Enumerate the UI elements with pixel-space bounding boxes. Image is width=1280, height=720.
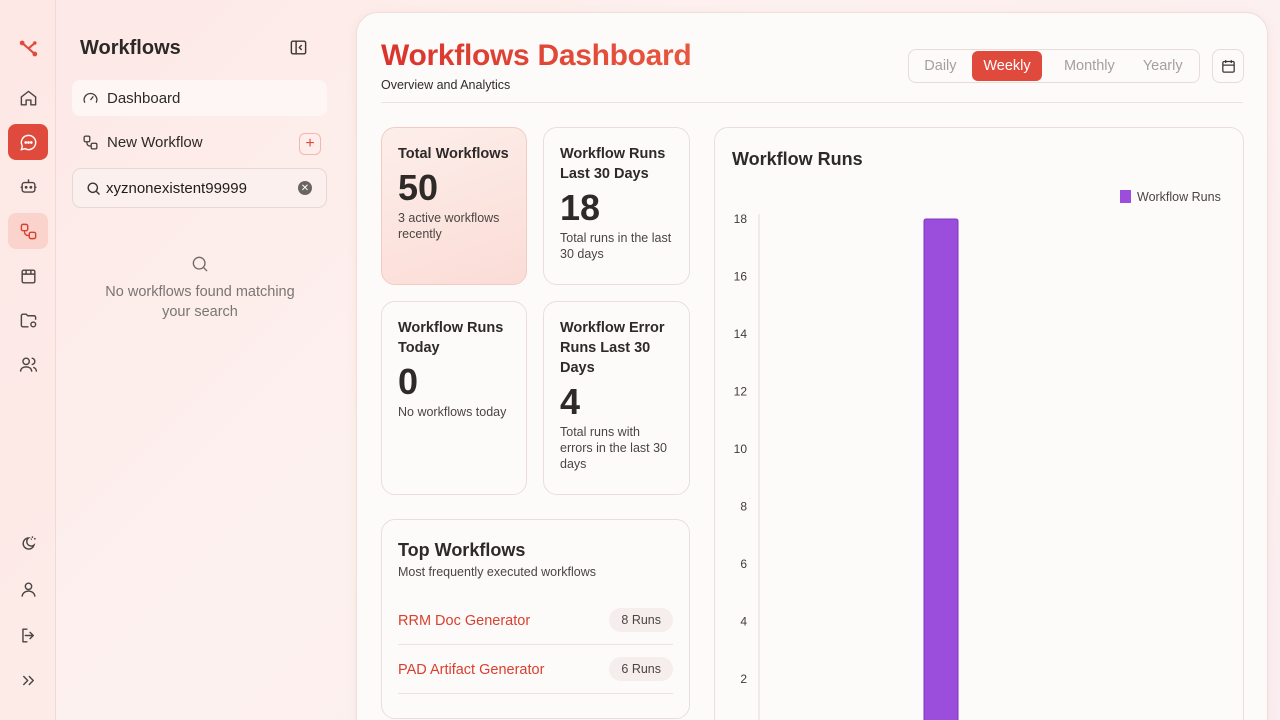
add-workflow-button[interactable]: + xyxy=(299,133,321,155)
search-icon xyxy=(192,256,208,272)
period-daily[interactable]: Daily xyxy=(924,58,957,74)
chart-title: Workflow Runs xyxy=(732,149,863,169)
workflow-icon xyxy=(83,134,98,150)
top-workflows-subtitle: Most frequently executed workflows xyxy=(398,565,597,579)
stat-label: Workflow Error Runs Last 30 Days xyxy=(560,320,665,376)
y-tick-label: 16 xyxy=(734,270,748,284)
y-tick-label: 10 xyxy=(734,442,748,456)
sidebar-item-new-workflow[interactable]: New Workflow + xyxy=(72,124,327,160)
calendar-button[interactable] xyxy=(1212,49,1244,83)
sidebar-title: Workflows xyxy=(80,37,181,59)
stat-description: No workflows today xyxy=(398,405,507,419)
stat-value: 50 xyxy=(398,167,439,208)
top-workflow-row[interactable]: PAD Artifact Generator 6 Runs xyxy=(398,645,673,694)
users-icon[interactable] xyxy=(8,346,48,382)
empty-search-message: No workflows found matching your search xyxy=(105,284,295,320)
profile-icon[interactable] xyxy=(8,571,48,607)
logout-icon[interactable] xyxy=(8,617,48,653)
y-tick-label: 2 xyxy=(740,672,747,686)
workflow-runs-chart: 2 4 6 8 10 12 14 16 18 Workflow Runs xyxy=(734,190,1221,720)
dashboard-panel: Workflows Dashboard Overview and Analyti… xyxy=(356,12,1268,720)
workflows-sidebar: Workflows Dashboard New Workflow + ✕ No … xyxy=(56,0,356,720)
icon-rail xyxy=(0,0,56,720)
collapse-sidebar-icon[interactable] xyxy=(289,38,309,58)
stat-description: 3 active workflows recently xyxy=(398,211,500,241)
calendar-icon xyxy=(1221,59,1235,73)
search-icon xyxy=(87,181,101,195)
period-yearly[interactable]: Yearly xyxy=(1142,58,1183,74)
y-tick-label: 8 xyxy=(740,500,747,514)
period-weekly[interactable]: Weekly xyxy=(971,51,1043,81)
stat-label: Workflow Runs Today xyxy=(398,320,504,356)
store-icon[interactable] xyxy=(8,258,48,294)
stat-description: Total runs in the last 30 days xyxy=(560,231,672,261)
legend-label[interactable]: Workflow Runs xyxy=(1137,190,1221,204)
period-toggle: Daily Weekly Monthly Yearly xyxy=(908,49,1200,83)
stat-card-error-runs: Workflow Error Runs Last 30 Days 4 Total… xyxy=(543,301,690,495)
stat-label: Workflow Runs Last 30 Days xyxy=(560,146,666,182)
page-title: Workflows Dashboard xyxy=(381,39,692,72)
page-subtitle: Overview and Analytics xyxy=(381,78,511,92)
y-tick-label: 12 xyxy=(734,385,748,399)
sidebar-item-label: Dashboard xyxy=(107,89,181,107)
search-input[interactable] xyxy=(106,179,286,197)
chat-icon[interactable] xyxy=(8,124,48,160)
workflow-runs-chart-card: Workflow Runs 2 4 6 8 10 12 14 16 18 Workflow Run… xyxy=(714,127,1244,720)
top-workflow-row[interactable]: RRM Doc Generator 8 Runs xyxy=(398,596,673,645)
y-tick-label: 14 xyxy=(734,327,748,341)
legend-swatch xyxy=(1120,190,1131,203)
sidebar-item-dashboard[interactable]: Dashboard xyxy=(72,80,327,116)
app-logo-icon[interactable] xyxy=(8,30,48,66)
stat-value: 18 xyxy=(560,187,601,228)
bot-icon[interactable] xyxy=(8,168,48,204)
workflow-icon[interactable] xyxy=(8,213,48,249)
y-tick-label: 18 xyxy=(734,212,748,226)
sidebar-item-label: New Workflow xyxy=(107,133,203,151)
home-icon[interactable] xyxy=(8,80,48,116)
bar-workflow-runs[interactable] xyxy=(923,218,959,720)
top-workflow-name[interactable]: RRM Doc Generator xyxy=(398,613,531,629)
stat-card-runs-30-days: Workflow Runs Last 30 Days 18 Total runs… xyxy=(543,127,690,285)
workflow-search: ✕ xyxy=(72,168,327,208)
theme-toggle-icon[interactable] xyxy=(8,525,48,561)
stat-description: Total runs with errors in the last 30 da… xyxy=(560,425,667,471)
top-workflows-card: Top Workflows Most frequently executed w… xyxy=(381,519,690,719)
folder-settings-icon[interactable] xyxy=(8,302,48,338)
header-divider xyxy=(381,102,1243,103)
top-workflow-name[interactable]: PAD Artifact Generator xyxy=(398,662,545,678)
top-workflows-title: Top Workflows xyxy=(398,540,526,560)
stat-value: 0 xyxy=(398,361,419,402)
run-count-badge: 8 Runs xyxy=(609,608,673,632)
clear-search-icon[interactable]: ✕ xyxy=(298,181,312,195)
expand-icon[interactable] xyxy=(8,662,48,698)
gauge-icon xyxy=(83,92,98,103)
run-count-badge: 6 Runs xyxy=(609,657,673,681)
y-tick-label: 6 xyxy=(740,557,747,571)
stat-value: 4 xyxy=(560,381,581,422)
y-tick-label: 4 xyxy=(740,615,747,629)
stat-card-runs-today: Workflow Runs Today 0 No workflows today xyxy=(381,301,527,495)
period-monthly[interactable]: Monthly xyxy=(1063,58,1115,74)
stat-label: Total Workflows xyxy=(398,146,509,162)
stat-card-total-workflows: Total Workflows 50 3 active workflows re… xyxy=(381,127,527,285)
